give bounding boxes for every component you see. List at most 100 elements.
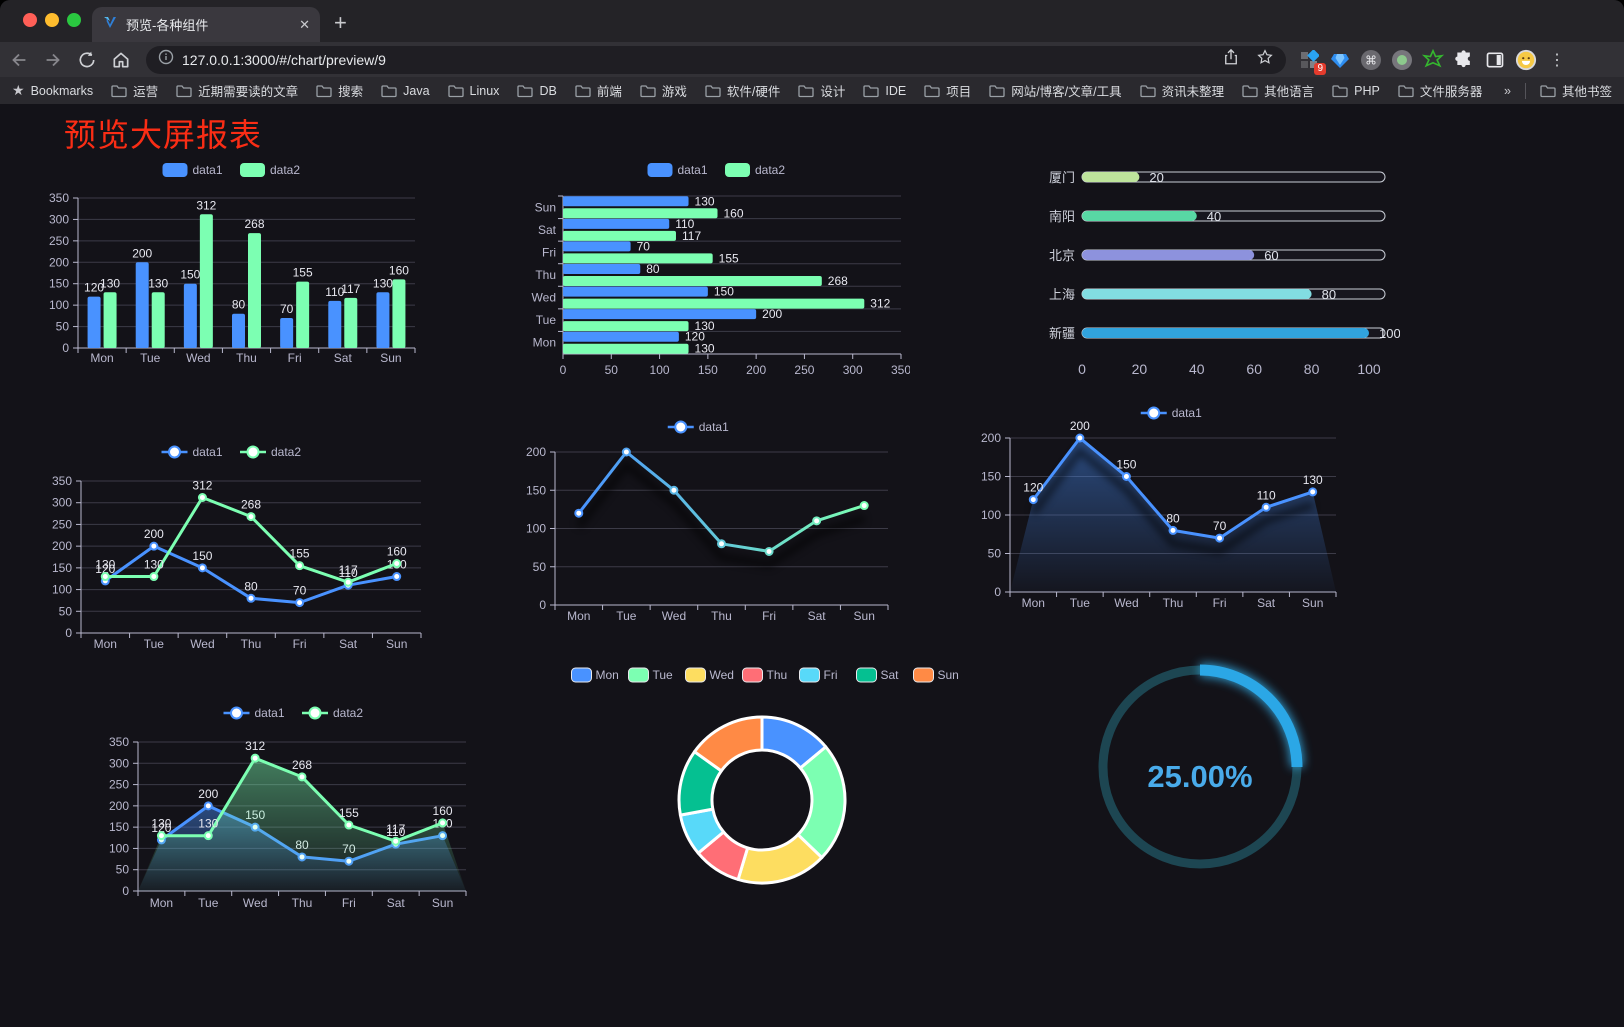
bookmark-folder[interactable]: DB: [517, 84, 557, 98]
svg-text:110: 110: [675, 217, 694, 231]
back-icon[interactable]: [4, 46, 34, 74]
bookmark-folder[interactable]: 前端: [575, 81, 622, 100]
bookmarks-label[interactable]: Bookmarks: [30, 83, 94, 98]
profile-avatar[interactable]: [1515, 49, 1537, 71]
folder-icon: [381, 84, 397, 97]
data-point: [203, 801, 213, 811]
donut-pie-chart[interactable]: Mon Tue Wed Thu Fri Sat Sun: [540, 660, 990, 910]
line-chart-two-series[interactable]: data1 data2 0 50 100 150 200 250 300 350 Mon Tue Wed…: [40, 425, 460, 665]
bookmark-folder[interactable]: 游戏: [640, 81, 687, 100]
svg-text:南阳: 南阳: [1049, 209, 1075, 224]
svg-text:100: 100: [981, 508, 1001, 522]
share-icon[interactable]: [1222, 48, 1240, 71]
progress-fill: [1082, 250, 1255, 260]
zoom-window-button[interactable]: [67, 13, 81, 27]
svg-text:Tue: Tue: [198, 896, 219, 910]
svg-text:Sat: Sat: [334, 351, 353, 365]
svg-text:60: 60: [1246, 361, 1262, 377]
legend-item: Thu: [742, 667, 787, 683]
bookmark-folder[interactable]: Java: [381, 84, 430, 98]
gradient-line-chart[interactable]: data1 0 50 100 150 200 Mon Tue Wed Thu Fri Sat Sun: [500, 405, 910, 640]
extension-grid-icon[interactable]: 9: [1298, 49, 1326, 75]
bookmark-folder[interactable]: 文件服务器: [1398, 81, 1482, 100]
svg-text:200: 200: [52, 539, 72, 553]
svg-text:Thu: Thu: [241, 637, 262, 651]
bookmark-folder[interactable]: IDE: [863, 84, 906, 98]
bookmark-folder[interactable]: 网站/博客/文章/工具: [989, 81, 1122, 100]
menu-kebab-icon[interactable]: ⋮: [1549, 51, 1565, 69]
bookmark-folder[interactable]: 其他语言: [1242, 81, 1314, 100]
area-fill: [1010, 438, 1336, 592]
bookmark-star-icon[interactable]: [1256, 48, 1274, 71]
home-icon[interactable]: [106, 46, 136, 74]
bookmark-folder[interactable]: 项目: [924, 81, 971, 100]
browser-tab[interactable]: 预览-各种组件 ✕: [92, 7, 320, 42]
svg-text:200: 200: [762, 307, 782, 321]
svg-text:250: 250: [49, 234, 69, 248]
bookmark-folder[interactable]: 运营: [111, 81, 158, 100]
svg-text:Wed: Wed: [662, 609, 686, 623]
other-bookmarks-folder[interactable]: 其他书签: [1540, 81, 1612, 100]
bar: [563, 253, 713, 264]
bookmark-folder[interactable]: 近期需要读的文章: [176, 81, 298, 100]
svg-text:130: 130: [695, 342, 715, 356]
horizontal-bar-chart[interactable]: data1 data2 0 50 100 150 200 250 300 350 Sun 130 160…: [500, 150, 911, 380]
svg-text:117: 117: [682, 229, 701, 243]
bookmark-folder[interactable]: PHP: [1332, 84, 1380, 98]
data-point: [1075, 433, 1085, 443]
svg-text:Fri: Fri: [762, 609, 776, 623]
site-info-icon[interactable]: [158, 49, 174, 70]
bookmark-folder[interactable]: 资讯未整理: [1139, 81, 1224, 100]
puzzle-extensions-icon[interactable]: [1453, 49, 1475, 71]
page-title: 预览大屏报表: [64, 117, 263, 153]
sidebar-panel-icon[interactable]: [1484, 49, 1506, 71]
bar: [296, 281, 310, 348]
svg-text:Fri: Fri: [824, 668, 838, 682]
bookmark-folder[interactable]: 搜索: [316, 81, 363, 100]
stacked-area-line-chart[interactable]: data1 data2 0 50 100 150 200 250 300 350 Mon Tue Wed…: [100, 690, 510, 925]
svg-text:160: 160: [387, 545, 407, 559]
gem-extension-icon[interactable]: [1329, 49, 1351, 71]
legend-item: data1: [162, 163, 223, 177]
url-text[interactable]: 127.0.0.1:3000/#/chart/preview/9: [182, 51, 386, 68]
data-point: [717, 539, 726, 549]
data-point: [764, 546, 774, 556]
new-tab-button[interactable]: +: [334, 10, 347, 35]
command-extension-icon[interactable]: ⌘: [1360, 49, 1382, 71]
data-point: [197, 563, 207, 573]
forward-icon[interactable]: [38, 46, 68, 74]
svg-text:50: 50: [116, 863, 130, 877]
svg-text:Tue: Tue: [616, 609, 637, 623]
reload-icon[interactable]: [72, 46, 102, 74]
star-extension-icon[interactable]: [1422, 48, 1444, 71]
svg-text:250: 250: [109, 778, 129, 792]
progress-bar-chart[interactable]: 厦门 20 南阳 40 北京 60 上海 80 新疆 100 0 20 40 60 80 100: [960, 150, 1401, 395]
bookmarks-overflow-chevron[interactable]: »: [1504, 83, 1511, 98]
tab-close-icon[interactable]: ✕: [299, 16, 310, 32]
svg-text:350: 350: [891, 363, 910, 377]
vertical-bar-chart[interactable]: data1 data2 0 50 100 150 200 250 300 350 Mon Tue Wed…: [40, 150, 460, 380]
svg-text:Fri: Fri: [1213, 596, 1227, 610]
recorder-extension-icon[interactable]: [1391, 49, 1413, 71]
svg-text:80: 80: [244, 579, 258, 593]
svg-text:Mon: Mon: [533, 336, 556, 350]
svg-text:300: 300: [52, 496, 72, 510]
area-line-chart[interactable]: data1 0 50 100 150 200 Mon Tue Wed Thu Fri Sat Sun 12…: [960, 390, 1400, 625]
bookmark-folder[interactable]: 设计: [798, 81, 845, 100]
svg-text:100: 100: [1357, 361, 1381, 377]
bookmark-folder[interactable]: Linux: [447, 84, 499, 98]
svg-text:150: 150: [1116, 458, 1136, 472]
data-point: [197, 493, 207, 503]
svg-text:268: 268: [828, 274, 848, 288]
address-bar[interactable]: 127.0.0.1:3000/#/chart/preview/9: [146, 45, 1286, 74]
minimize-window-button[interactable]: [45, 13, 59, 27]
svg-text:40: 40: [1189, 361, 1205, 377]
bookmark-folder[interactable]: 软件/硬件: [705, 81, 780, 100]
data-point: [149, 541, 159, 551]
svg-text:200: 200: [132, 246, 152, 260]
close-window-button[interactable]: [23, 13, 37, 27]
data-point: [1308, 487, 1318, 497]
data-point: [621, 447, 631, 457]
gauge-chart[interactable]: 25.00%: [1040, 650, 1370, 895]
svg-text:312: 312: [245, 739, 265, 753]
